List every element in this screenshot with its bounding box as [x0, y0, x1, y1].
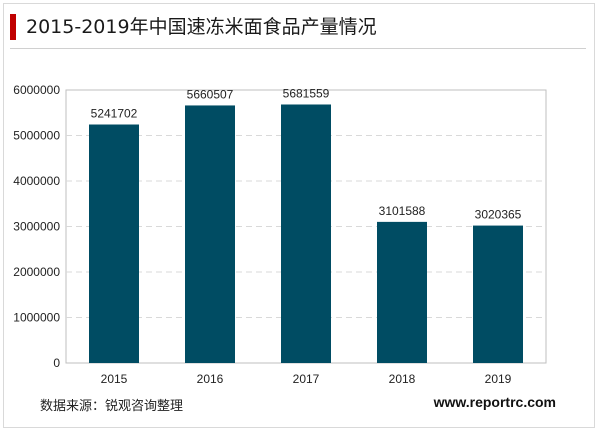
- bar: [473, 225, 523, 363]
- x-tick-label: 2016: [197, 372, 224, 386]
- data-label: 5681559: [283, 86, 330, 100]
- y-tick-label: 6000000: [13, 83, 60, 97]
- x-tick-label: 2015: [101, 372, 128, 386]
- x-tick-label: 2019: [485, 372, 512, 386]
- bar: [281, 104, 331, 363]
- y-tick-label: 0: [53, 356, 60, 370]
- bar: [185, 105, 235, 363]
- y-tick-label: 2000000: [13, 265, 60, 279]
- y-tick-label: 5000000: [13, 129, 60, 143]
- data-label: 5660507: [187, 87, 234, 101]
- data-label: 3101588: [379, 204, 426, 218]
- website-label: www.reportrc.com: [433, 394, 556, 410]
- y-tick-label: 3000000: [13, 220, 60, 234]
- data-source-note: 数据来源：锐观咨询整理: [40, 399, 184, 414]
- page-title: 2015-2019年中国速冻米面食品产量情况: [26, 16, 377, 38]
- x-tick-label: 2017: [293, 372, 320, 386]
- y-tick-label: 4000000: [13, 174, 60, 188]
- title-accent-bar: [10, 14, 16, 40]
- x-tick-label: 2018: [389, 372, 416, 386]
- bar: [89, 124, 139, 363]
- title-divider: [10, 48, 586, 49]
- data-label: 3020365: [475, 208, 522, 222]
- bar: [377, 221, 427, 363]
- y-tick-label: 1000000: [13, 311, 60, 325]
- data-label: 5241702: [91, 107, 138, 121]
